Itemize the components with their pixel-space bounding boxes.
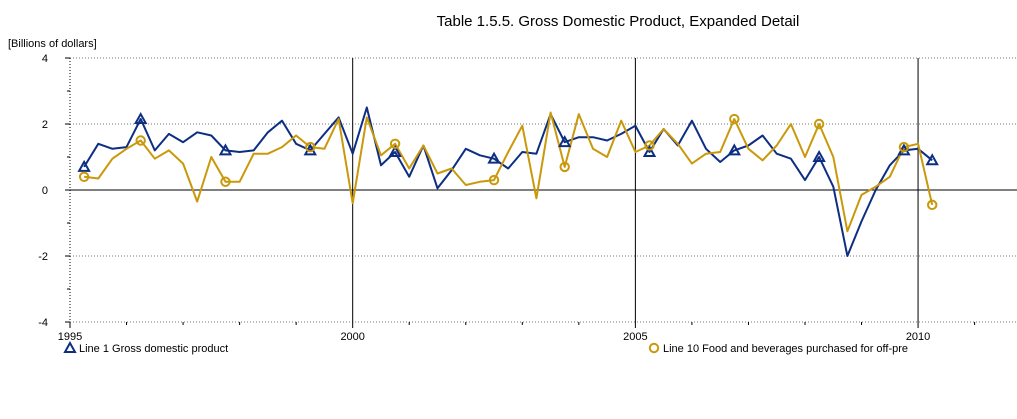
x-tick-label: 2010 [906,331,930,343]
series-marker-circle [898,141,910,153]
series-marker-triangle [727,143,742,156]
legend-label: Line 10 Food and beverages purchased for… [663,343,908,355]
legend: Line 1 Gross domestic product Line 10 Foo… [63,340,908,355]
series-marker-circle [644,140,655,151]
series-marker-triangle [558,135,572,148]
x-tick-label: 2000 [340,331,364,343]
series-marker-circle [78,171,90,183]
grid-lines [70,57,1017,323]
x-tick-label: 2005 [623,331,647,343]
y-tick-label: 2 [42,119,48,131]
y-tick-label: 0 [42,185,48,197]
legend-label: Line 1 Gross domestic product [79,343,228,355]
series-marker-triangle [133,111,148,125]
chart-title: Table 1.5.5. Gross Domestic Product, Exp… [437,13,800,30]
series-marker-circle [488,174,500,186]
series-marker-circle [559,161,570,173]
y-tick-label: -4 [38,317,48,329]
series-marker-triangle [77,159,91,172]
series-marker-triangle [388,144,402,158]
legend-marker-circle [648,342,660,354]
series-marker-triangle [218,143,233,156]
series-markers [77,111,939,211]
axes: -4 -2 0 2 4 1995 2000 2005 2010 [38,53,976,343]
series-marker-triangle [925,153,939,166]
series-marker-circle [135,135,146,146]
y-tick-label: 4 [42,53,48,65]
series-marker-circle [813,118,825,130]
series-marker-triangle [487,151,501,164]
legend-marker-triangle [63,340,77,353]
y-tick-label: -2 [38,251,48,263]
series-marker-circle [220,176,231,187]
series-lines [83,106,934,257]
series-line-2 [83,111,934,233]
series-line-1 [83,106,933,257]
x-tick-label: 1995 [58,331,82,343]
series-marker-circle [305,141,316,153]
series-marker-circle [926,199,938,211]
series-marker-circle [729,113,740,125]
y-axis-label: [Billions of dollars] [8,38,97,50]
series-marker-triangle [642,144,657,158]
series-marker-triangle [812,149,826,162]
series-marker-circle [389,138,401,150]
